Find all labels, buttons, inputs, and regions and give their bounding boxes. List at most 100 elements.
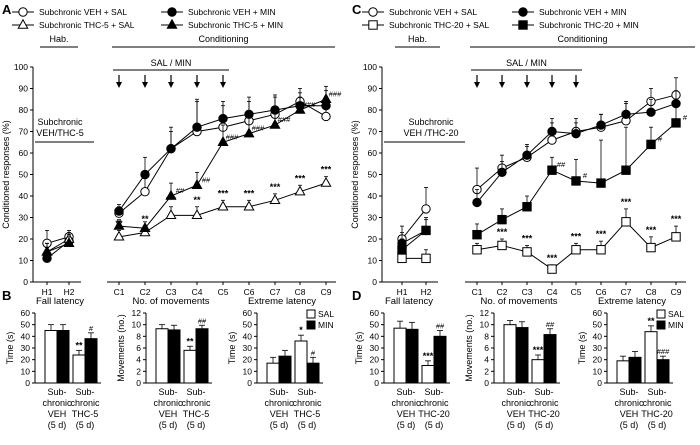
bar-sal bbox=[616, 360, 630, 384]
bar-min bbox=[306, 362, 320, 384]
group-label: (5 d) bbox=[76, 420, 95, 430]
data-point bbox=[397, 253, 407, 264]
y-axis-label: Time (s) bbox=[5, 332, 15, 365]
group-label: chronic bbox=[70, 398, 100, 408]
y-axis-label: Time (s) bbox=[577, 332, 587, 365]
significance-mark: ### bbox=[226, 132, 239, 141]
x-tick-label: C9 bbox=[321, 287, 332, 297]
group-label: chronic bbox=[419, 398, 449, 408]
bar-sal bbox=[531, 359, 545, 384]
bar-min bbox=[656, 359, 670, 384]
significance-mark: # bbox=[311, 348, 316, 357]
legend-label: Subchronic THC-20 + MIN bbox=[539, 20, 639, 30]
injection-arrow-head bbox=[194, 82, 200, 88]
y-tick-label: 60 bbox=[593, 308, 603, 318]
data-point bbox=[621, 109, 631, 120]
legend-label: SAL bbox=[318, 309, 334, 319]
data-point bbox=[113, 219, 125, 230]
legend-marker bbox=[167, 7, 177, 17]
y-tick-label: 6 bbox=[136, 343, 141, 353]
significance-mark: *** bbox=[244, 188, 255, 198]
data-point bbox=[596, 120, 606, 130]
significance-mark: # bbox=[89, 324, 94, 333]
legend-label: Subchronic VEH + MIN bbox=[539, 7, 627, 17]
phase-label-conditioning: Conditioning bbox=[557, 34, 607, 44]
subplot-title: Fall latency bbox=[385, 296, 433, 307]
y-tick-label: 40 bbox=[593, 331, 603, 341]
data-point bbox=[165, 189, 177, 200]
bar-min bbox=[195, 328, 209, 384]
y-tick-label: 30 bbox=[370, 343, 380, 353]
y-axis-label: Movements (no.) bbox=[116, 314, 126, 382]
y-axis-label: Time (s) bbox=[227, 332, 237, 365]
group-label: (5 d) bbox=[535, 420, 554, 430]
data-point bbox=[63, 237, 75, 247]
y-tick-label: 0 bbox=[484, 378, 489, 388]
data-point bbox=[497, 214, 507, 225]
treatment-label: SAL / MIN bbox=[151, 58, 192, 68]
significance-mark: *** bbox=[646, 225, 657, 235]
bar-subplot-no-of-movements: No. of movements 0 24 6 810 12 Movements (no.)… bbox=[464, 296, 560, 430]
legend-swatch-sal bbox=[306, 309, 316, 319]
legend-label: Subchronic VEH + SAL bbox=[39, 7, 127, 17]
legend-marker bbox=[368, 20, 378, 30]
significance-mark: * bbox=[299, 325, 303, 335]
data-point bbox=[522, 247, 532, 257]
legend-label: MIN bbox=[318, 320, 334, 330]
legend-label: MIN bbox=[668, 320, 684, 330]
y-tick-label: 80 bbox=[368, 105, 378, 115]
y-axis-label: Movements (no.) bbox=[464, 314, 474, 382]
x-tick-label: C8 bbox=[646, 287, 657, 297]
subplot-title: Extreme latency bbox=[248, 296, 316, 307]
significance-mark: ### bbox=[329, 89, 342, 98]
group-label: Sub- bbox=[506, 387, 525, 397]
data-point bbox=[671, 232, 681, 242]
legend-label: Subchronic VEH + SAL bbox=[389, 7, 477, 17]
legend-label: Subchronic THC-5 + SAL bbox=[39, 20, 135, 30]
x-tick-label: H2 bbox=[421, 287, 432, 297]
x-tick-label: C2 bbox=[140, 287, 151, 297]
y-tick-label: 20 bbox=[243, 355, 253, 365]
group-label: THC-20 bbox=[418, 409, 450, 419]
x-tick-label: C5 bbox=[571, 287, 582, 297]
significance-mark: ## bbox=[176, 186, 185, 195]
data-point bbox=[547, 126, 557, 137]
y-tick-label: 50 bbox=[243, 320, 253, 330]
group-label: chronic bbox=[264, 398, 294, 408]
y-tick-label: 0 bbox=[23, 277, 28, 287]
group-label: chronic bbox=[614, 398, 644, 408]
series-subchronic-thc-20-sal bbox=[397, 208, 681, 274]
y-tick-label: 50 bbox=[368, 170, 378, 180]
group-label: THC-20 bbox=[641, 409, 673, 419]
y-tick-label: 20 bbox=[21, 355, 31, 365]
group-label: Sub- bbox=[396, 387, 415, 397]
y-tick-label: 60 bbox=[243, 308, 253, 318]
y-tick-label: 10 bbox=[368, 256, 378, 266]
data-point bbox=[621, 217, 631, 227]
data-point bbox=[114, 206, 124, 216]
group-label: Sub- bbox=[647, 387, 666, 397]
significance-mark: ### bbox=[278, 115, 291, 124]
significance-mark: *** bbox=[596, 229, 607, 239]
group-label: THC-5 bbox=[183, 409, 210, 419]
group-label: chronic bbox=[642, 398, 672, 408]
y-tick-label: 12 bbox=[480, 308, 490, 318]
group-label: THC-5 bbox=[72, 409, 99, 419]
y-tick-label: 40 bbox=[368, 191, 378, 201]
x-tick-label: C8 bbox=[295, 287, 306, 297]
y-tick-label: 90 bbox=[368, 84, 378, 94]
bar-sal bbox=[644, 331, 658, 384]
y-tick-label: 60 bbox=[368, 148, 378, 158]
legend-swatch-min bbox=[306, 320, 316, 330]
group-label: Sub- bbox=[47, 387, 66, 397]
y-tick-label: 8 bbox=[136, 331, 141, 341]
y-tick-label: 40 bbox=[21, 331, 31, 341]
significance-mark: ## bbox=[436, 322, 445, 331]
data-point bbox=[621, 165, 631, 175]
significance-mark: *** bbox=[166, 195, 177, 205]
injection-arrow-head bbox=[116, 82, 122, 88]
